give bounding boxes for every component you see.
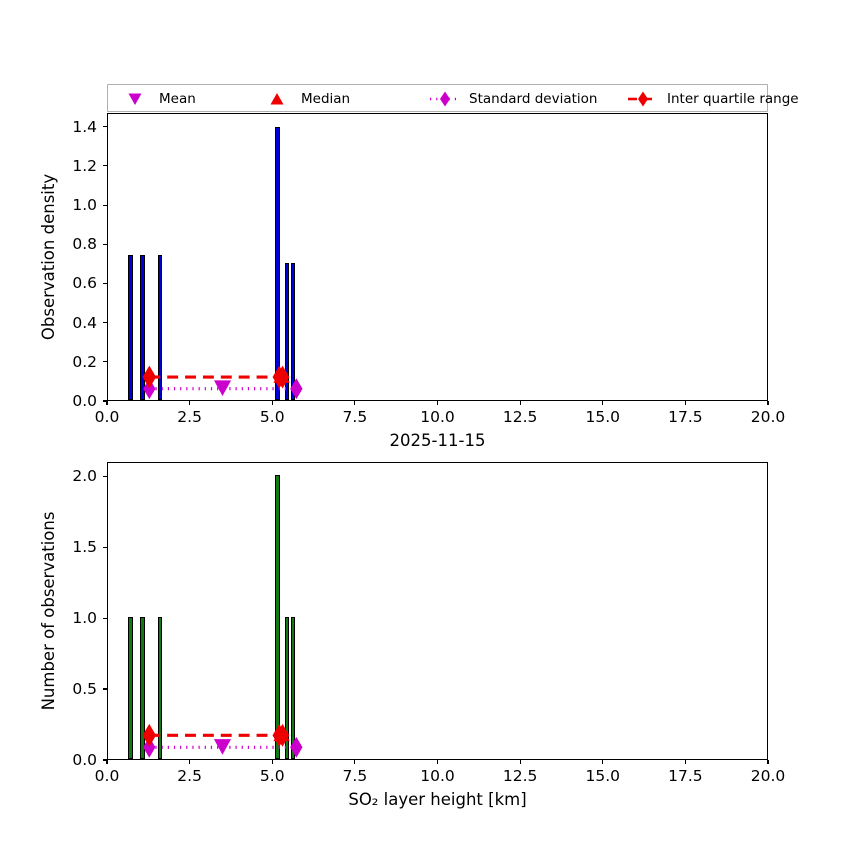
y-axis-tick-label: 0.6 xyxy=(72,274,97,293)
x-axis-tick xyxy=(684,760,686,764)
x-axis-tick-label: 5.0 xyxy=(259,408,285,426)
bar xyxy=(290,617,295,759)
y-axis-tick-label: 1.5 xyxy=(72,538,97,557)
y-axis-tick-label: 0.2 xyxy=(72,352,97,371)
x-axis-tick-label: 20.0 xyxy=(750,408,786,426)
y-axis-tick xyxy=(103,204,107,206)
bar xyxy=(128,617,133,759)
y-axis-tick-label: 1.0 xyxy=(72,609,97,628)
x-axis-tick xyxy=(767,760,769,764)
y-axis-tick-label: 0.0 xyxy=(72,392,97,410)
y-axis-tick xyxy=(103,165,107,167)
x-axis-tick-label: 17.5 xyxy=(668,767,703,785)
y-axis-tick-label: 2.0 xyxy=(72,467,97,486)
x-axis-tick xyxy=(354,401,356,405)
y-axis-title: Number of observations xyxy=(39,511,58,711)
bar xyxy=(290,263,295,400)
legend-entry: Standard deviation xyxy=(428,88,597,110)
x-axis-tick-label: 15.0 xyxy=(585,408,621,426)
x-axis-tick-label: 20.0 xyxy=(750,767,786,785)
y-axis-tick xyxy=(103,361,107,363)
y-axis-tick xyxy=(103,243,107,245)
y-axis-tick xyxy=(103,759,107,761)
x-axis-tick-label: 2.5 xyxy=(177,767,202,785)
legend-entry: Inter quartile range xyxy=(626,88,799,110)
x-axis-tick-label: 5.0 xyxy=(259,767,285,785)
x-axis-tick xyxy=(271,401,273,405)
legend-marker-triangle-up-icon xyxy=(260,89,294,109)
x-axis-tick-label: 17.5 xyxy=(668,408,703,426)
bar xyxy=(140,617,145,759)
y-axis-tick xyxy=(103,475,107,477)
y-axis-tick-label: 1.0 xyxy=(72,196,97,215)
y-axis-tick xyxy=(103,400,107,402)
x-axis-tick-label: 10.0 xyxy=(420,767,455,785)
y-axis-tick-label: 0.4 xyxy=(72,313,97,332)
legend-entry: Mean xyxy=(118,88,196,110)
x-axis-tick xyxy=(354,760,356,764)
x-axis-tick-label: 7.5 xyxy=(342,767,368,785)
y-axis-tick xyxy=(103,546,107,548)
y-axis-tick xyxy=(103,126,107,128)
x-axis-tick xyxy=(436,760,439,764)
plot-area-bottom xyxy=(108,463,767,759)
statistics-overlay xyxy=(142,723,303,758)
x-axis-tick xyxy=(519,401,521,405)
bar xyxy=(128,255,133,400)
x-axis-tick-label: 12.5 xyxy=(502,408,538,426)
legend-label: Mean xyxy=(159,91,196,107)
x-axis-tick xyxy=(106,401,108,405)
legend: Mean Median Standard deviation Inter quarti… xyxy=(107,84,799,112)
bar xyxy=(157,255,163,400)
y-axis-tick-label: 0.8 xyxy=(72,235,97,254)
bar xyxy=(275,475,280,759)
x-axis-tick xyxy=(767,401,769,405)
legend-label: Median xyxy=(301,91,351,107)
bar xyxy=(157,617,163,759)
mean-marker xyxy=(213,739,232,755)
x-axis-tick-label: 7.5 xyxy=(342,408,368,426)
x-axis-tick-label: 0.0 xyxy=(94,408,120,426)
bar xyxy=(284,263,290,400)
x-axis-tick xyxy=(189,401,191,405)
axes-frame-top xyxy=(107,113,768,401)
x-axis-title-date: 2025-11-15 xyxy=(389,431,486,450)
x-axis-tick-label: 10.0 xyxy=(420,408,455,426)
axes-frame-bottom xyxy=(107,462,768,760)
y-axis-tick-label: 1.2 xyxy=(72,156,97,175)
legend-marker-triangle-down-icon xyxy=(118,89,152,109)
bar xyxy=(140,255,145,400)
x-axis-tick-label: 12.5 xyxy=(502,767,538,785)
x-axis-tick xyxy=(106,760,108,764)
x-axis-tick-label: 0.0 xyxy=(94,767,120,785)
x-axis-tick xyxy=(189,760,191,764)
legend-label: Standard deviation xyxy=(469,91,598,107)
x-axis-tick xyxy=(684,401,686,405)
x-axis-tick xyxy=(602,401,604,405)
x-axis-tick xyxy=(271,760,273,764)
x-axis-title: SO₂ layer height [km] xyxy=(348,790,527,809)
y-axis-tick xyxy=(103,688,107,690)
y-axis-tick-label: 1.4 xyxy=(72,117,97,136)
legend-marker-diamond-icon xyxy=(626,89,660,109)
x-axis-tick-label: 15.0 xyxy=(585,767,621,785)
bar xyxy=(284,617,290,759)
y-axis-tick xyxy=(103,282,107,284)
legend-marker-diamond-icon xyxy=(428,89,462,109)
y-axis-tick-label: 0.0 xyxy=(72,751,97,769)
legend-label: Inter quartile range xyxy=(667,91,799,107)
legend-entry: Median xyxy=(260,88,350,110)
x-axis-tick xyxy=(602,760,604,764)
x-axis-tick xyxy=(436,401,439,405)
bar xyxy=(275,126,280,400)
x-axis-tick-label: 2.5 xyxy=(177,408,202,426)
standard-deviation-marker xyxy=(143,736,156,758)
y-axis-tick xyxy=(103,322,107,324)
y-axis-tick xyxy=(103,617,107,619)
y-axis-tick-label: 0.5 xyxy=(72,680,97,699)
x-axis-tick xyxy=(519,760,521,764)
